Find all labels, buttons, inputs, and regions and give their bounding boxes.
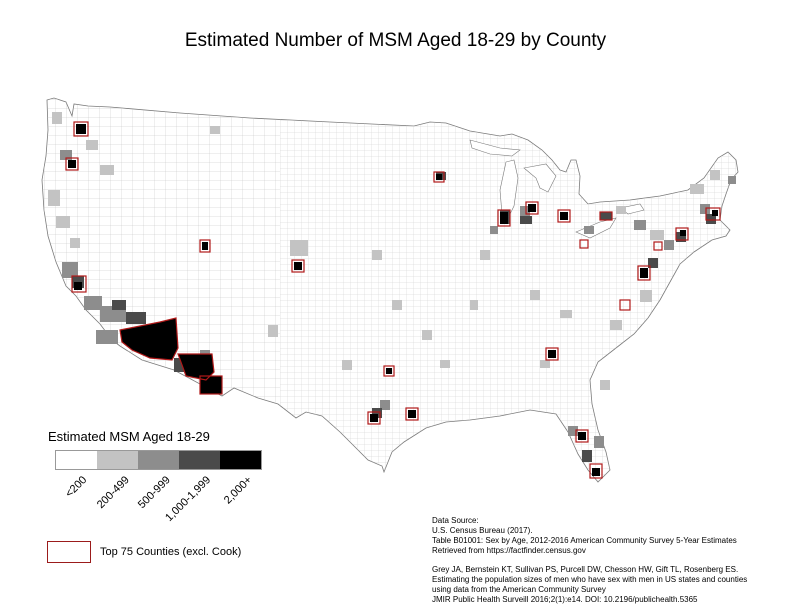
legend-swatch-lt200 — [56, 451, 97, 469]
citation-line: Grey JA, Bernstein KT, Sullivan PS, Purc… — [432, 565, 739, 574]
source-line: Retrieved from https://factfinder.census… — [432, 546, 586, 555]
citation-line: using data from the American Community S… — [432, 585, 606, 594]
map-title: Estimated Number of MSM Aged 18-29 by Co… — [184, 30, 607, 51]
citation-line: JMIR Public Health Surveill 2016;2(1):e1… — [432, 595, 698, 604]
legend-swatch-1000-1999 — [179, 451, 220, 469]
legend-label-500-999: 500-999 — [135, 474, 173, 512]
legend-swatch-500-999 — [138, 451, 179, 469]
legend-label-2000-plus: 2,000+ — [221, 474, 255, 507]
top75-swatch — [47, 541, 91, 563]
legend-title: Estimated MSM Aged 18-29 — [48, 429, 210, 444]
us-landmass — [41, 97, 739, 483]
legend-swatches — [55, 450, 262, 470]
citation: Grey JA, Bernstein KT, Sullivan PS, Purc… — [432, 565, 787, 605]
legend-labels: <200 200-499 500-999 1,000-1,999 2,000+ — [55, 470, 275, 530]
counties-200-499 — [48, 112, 720, 390]
source-line: Table B01001: Sex by Age, 2012-2016 Amer… — [432, 536, 737, 545]
legend-label-200-499: 200-499 — [94, 474, 132, 512]
top75-label: Top 75 Counties (excl. Cook) — [100, 546, 242, 558]
citation-line: Estimating the population sizes of men w… — [432, 575, 748, 584]
legend-swatch-200-499 — [97, 451, 138, 469]
legend-swatch-2000-plus — [220, 451, 261, 469]
legend-label-lt200: <200 — [63, 474, 90, 501]
source-line: Data Source: — [432, 516, 479, 525]
data-source: Data Source: U.S. Census Bureau (2017). … — [432, 516, 787, 556]
top75-county-outlines — [65, 121, 721, 479]
top75-legend: Top 75 Counties (excl. Cook) — [47, 541, 241, 563]
source-line: U.S. Census Bureau (2017). — [432, 526, 533, 535]
